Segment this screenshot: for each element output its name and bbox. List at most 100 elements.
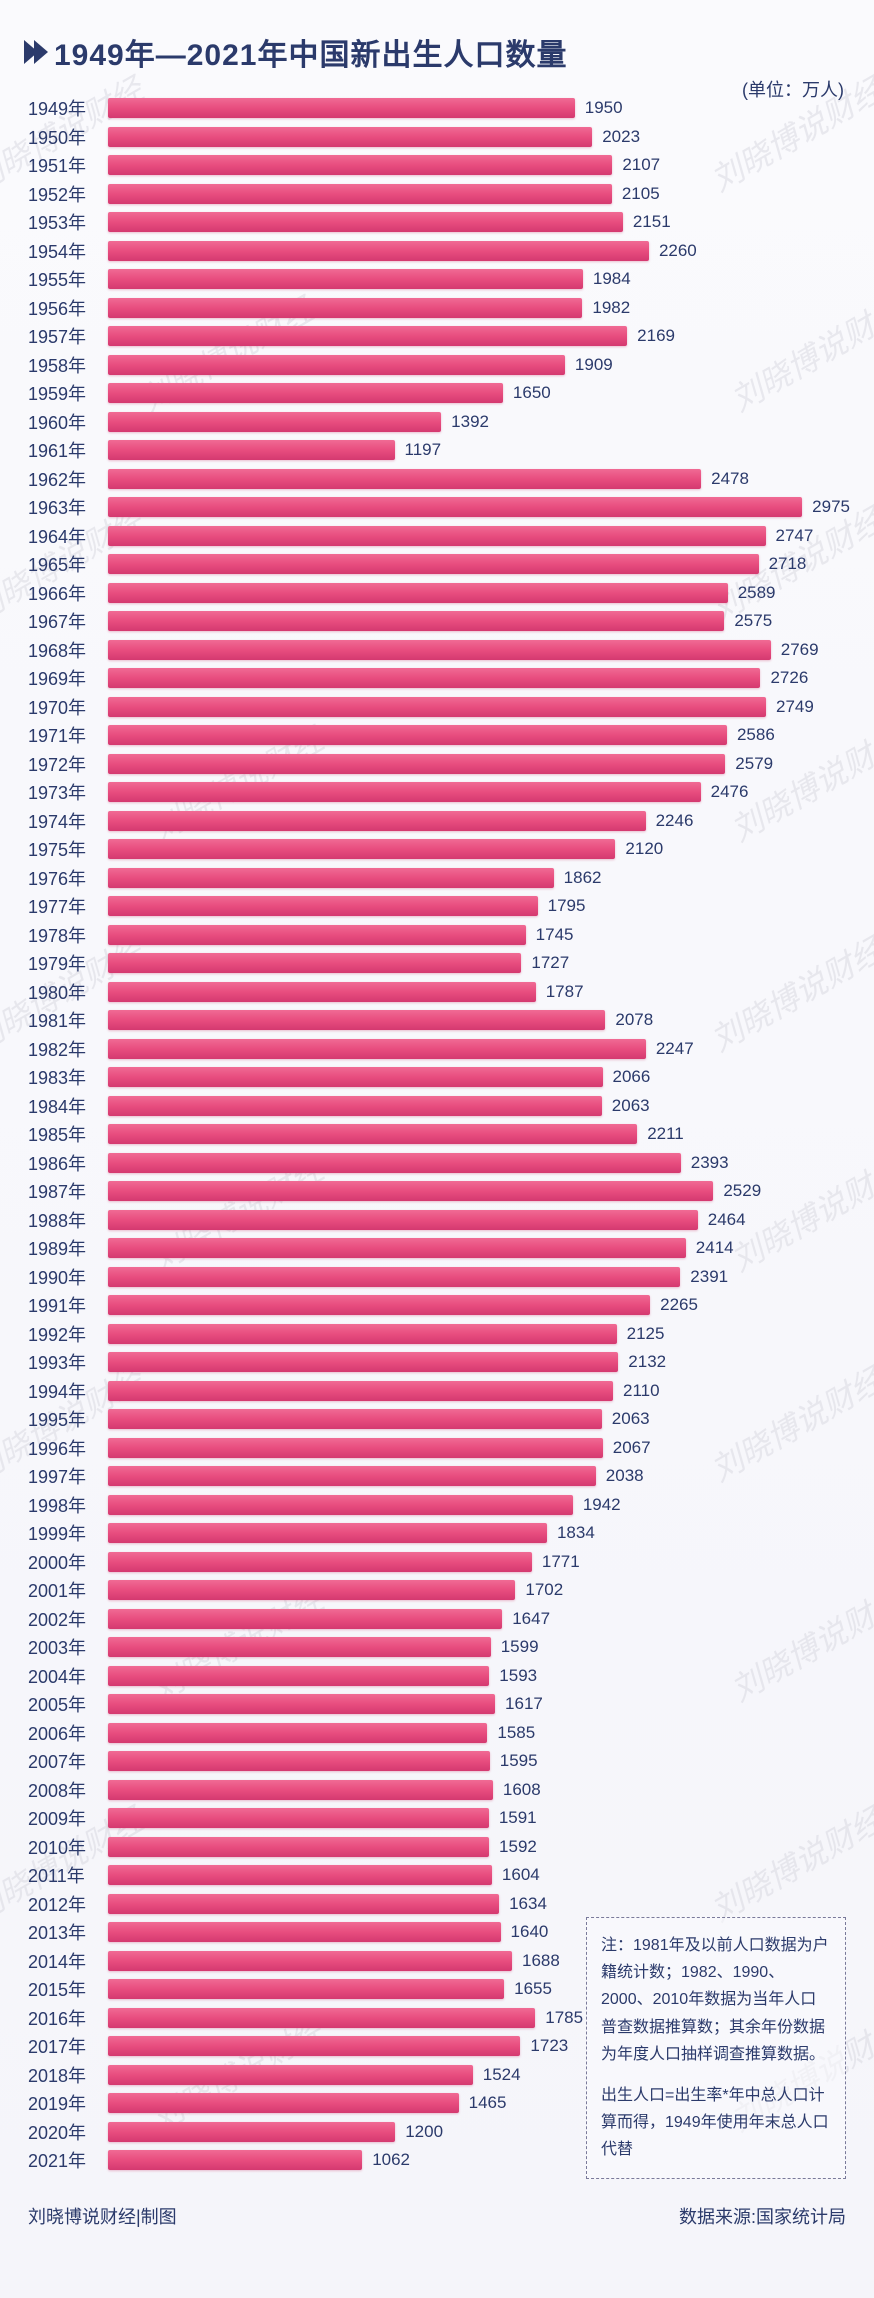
- bar: [108, 1324, 617, 1344]
- value-label: 2476: [711, 782, 749, 802]
- value-label: 2478: [711, 469, 749, 489]
- value-label: 1197: [405, 440, 442, 460]
- bar: [108, 1609, 502, 1629]
- bar-area: 2169: [108, 322, 850, 351]
- value-label: 2105: [622, 184, 660, 204]
- bar: [108, 1922, 501, 1942]
- value-label: 1984: [593, 269, 631, 289]
- bar-row: 2000年1771: [24, 1548, 850, 1577]
- bar-area: 1650: [108, 379, 850, 408]
- year-label: 1954年: [24, 238, 108, 264]
- bar-area: 1585: [108, 1719, 850, 1748]
- value-label: 1640: [511, 1922, 549, 1942]
- year-label: 1967年: [24, 608, 108, 634]
- note-box: 注：1981年及以前人口数据为户籍统计数；1982、1990、2000、2010…: [586, 1917, 846, 2179]
- bar: [108, 896, 538, 916]
- bar: [108, 1267, 680, 1287]
- bar: [108, 1780, 493, 1800]
- bar-row: 2003年1599: [24, 1633, 850, 1662]
- bar: [108, 1837, 489, 1857]
- bar-row: 1995年2063: [24, 1405, 850, 1434]
- bar: [108, 155, 612, 175]
- bar: [108, 1238, 686, 1258]
- value-label: 2749: [776, 697, 814, 717]
- value-label: 1723: [530, 2036, 568, 2056]
- year-label: 2002年: [24, 1606, 108, 1632]
- bar-area: 2107: [108, 151, 850, 180]
- bar: [108, 868, 554, 888]
- year-label: 2009年: [24, 1805, 108, 1831]
- value-label: 2586: [737, 725, 775, 745]
- header: 1949年—2021年中国新出生人口数量: [24, 30, 850, 74]
- value-label: 1688: [522, 1951, 560, 1971]
- value-label: 1909: [575, 355, 613, 375]
- bar: [108, 1580, 515, 1600]
- value-label: 1585: [497, 1723, 535, 1743]
- bar-area: 2393: [108, 1149, 850, 1178]
- year-label: 1955年: [24, 266, 108, 292]
- bar-row: 2004年1593: [24, 1662, 850, 1691]
- bar: [108, 811, 646, 831]
- chart-container: 刘晓博说财经刘晓博说财经刘晓博说财经刘晓博说财经刘晓博说财经刘晓博说财经刘晓博说…: [0, 0, 874, 2249]
- year-label: 1972年: [24, 751, 108, 777]
- value-label: 2975: [812, 497, 850, 517]
- bar: [108, 241, 649, 261]
- year-label: 1974年: [24, 808, 108, 834]
- bar: [108, 1751, 490, 1771]
- bar-row: 1954年2260: [24, 237, 850, 266]
- bar-area: 1592: [108, 1833, 850, 1862]
- value-label: 1592: [499, 1837, 537, 1857]
- bar-row: 1955年 1984: [24, 265, 850, 294]
- bar-row: 2008年1608: [24, 1776, 850, 1805]
- year-label: 1985年: [24, 1121, 108, 1147]
- bar: [108, 1865, 492, 1885]
- bar: [108, 982, 536, 1002]
- bar: [108, 1694, 495, 1714]
- bar: [108, 1039, 646, 1059]
- year-label: 1962年: [24, 466, 108, 492]
- year-label: 1949年: [24, 95, 108, 121]
- value-label: 2769: [781, 640, 819, 660]
- year-label: 1970年: [24, 694, 108, 720]
- bar-area: 1634: [108, 1890, 850, 1919]
- bar-area: 1647: [108, 1605, 850, 1634]
- year-label: 1979年: [24, 950, 108, 976]
- bar-area: 2247: [108, 1035, 850, 1064]
- bar: [108, 497, 802, 517]
- bar-row: 1952年2105: [24, 180, 850, 209]
- bar-row: 1982年2247: [24, 1035, 850, 1064]
- value-label: 2393: [691, 1153, 729, 1173]
- value-label: 2120: [625, 839, 663, 859]
- bar-row: 1950年2023: [24, 123, 850, 152]
- bar-row: 1960年1392: [24, 408, 850, 437]
- bar: [108, 1495, 573, 1515]
- bar-row: 1949年1950: [24, 94, 850, 123]
- year-label: 2006年: [24, 1720, 108, 1746]
- year-label: 1975年: [24, 836, 108, 862]
- value-label: 1604: [502, 1865, 540, 1885]
- bar-row: 1968年2769: [24, 636, 850, 665]
- bar: [108, 1409, 602, 1429]
- bar: [108, 1979, 504, 1999]
- bar-area: 1942: [108, 1491, 850, 1520]
- bar-row: 1974年2246: [24, 807, 850, 836]
- value-label: 1591: [499, 1808, 537, 1828]
- bar-row: 2007年1595: [24, 1747, 850, 1776]
- bar-area: 2718: [108, 550, 850, 579]
- value-label: 2589: [738, 583, 776, 603]
- year-label: 1960年: [24, 409, 108, 435]
- bar-row: 1963年2975: [24, 493, 850, 522]
- bar-row: 1957年2169: [24, 322, 850, 351]
- bar-row: 1951年2107: [24, 151, 850, 180]
- bar-area: 1608: [108, 1776, 850, 1805]
- bar-area: 1909: [108, 351, 850, 380]
- chart-title: 1949年—2021年中国新出生人口数量: [54, 30, 567, 74]
- value-label: 2038: [606, 1466, 644, 1486]
- year-label: 1980年: [24, 979, 108, 1005]
- bar: [108, 355, 565, 375]
- bar-area: 1392: [108, 408, 850, 437]
- value-label: 1655: [514, 1979, 552, 1999]
- bar-area: 2726: [108, 664, 850, 693]
- bar-row: 1988年2464: [24, 1206, 850, 1235]
- bar-row: 1998年1942: [24, 1491, 850, 1520]
